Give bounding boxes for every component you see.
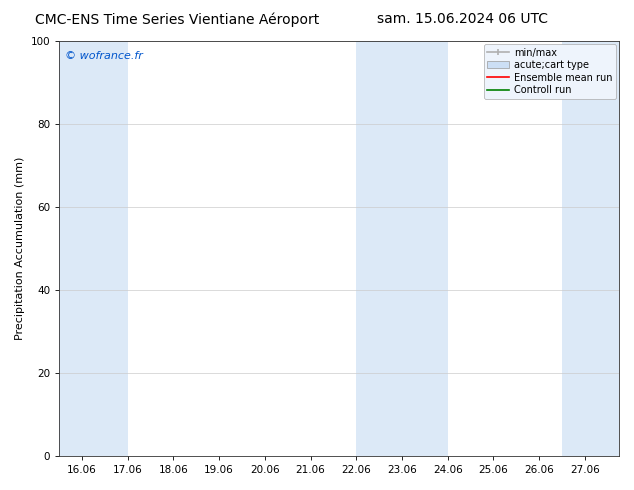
Bar — [356, 41, 448, 456]
Text: CMC-ENS Time Series Vientiane Aéroport: CMC-ENS Time Series Vientiane Aéroport — [36, 12, 320, 27]
Bar — [59, 41, 128, 456]
Bar — [562, 41, 619, 456]
Text: © wofrance.fr: © wofrance.fr — [65, 51, 143, 61]
Y-axis label: Precipitation Accumulation (mm): Precipitation Accumulation (mm) — [15, 157, 25, 340]
Text: sam. 15.06.2024 06 UTC: sam. 15.06.2024 06 UTC — [377, 12, 548, 26]
Legend: min/max, acute;cart type, Ensemble mean run, Controll run: min/max, acute;cart type, Ensemble mean … — [484, 44, 616, 99]
